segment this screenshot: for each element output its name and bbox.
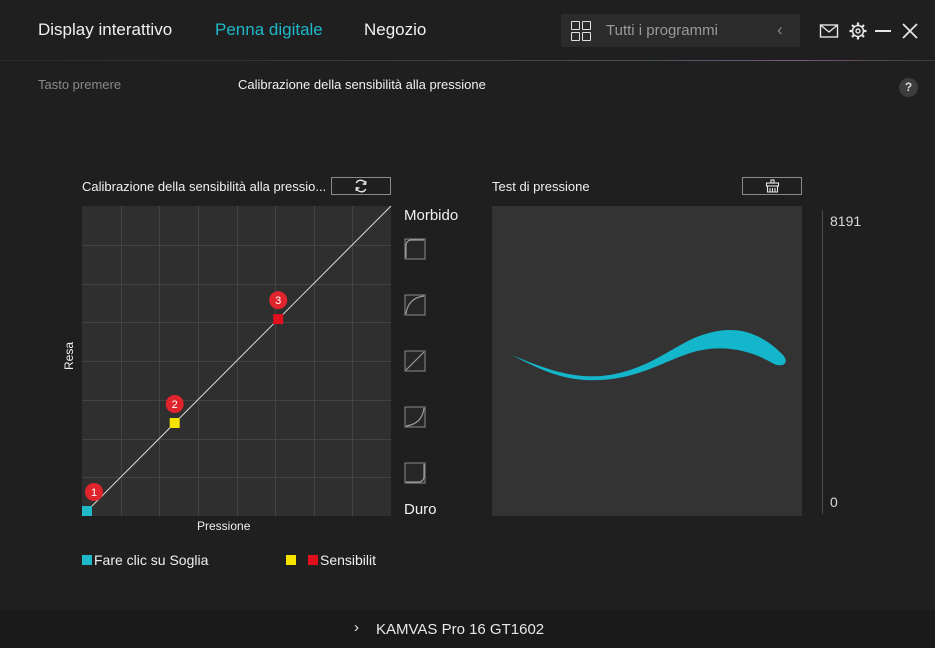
curve-point-badge-1 bbox=[85, 483, 103, 501]
program-selector-label: Tutti i programmi bbox=[606, 22, 718, 39]
pressure-test-canvas[interactable] bbox=[492, 206, 802, 516]
scale-min-value: 0 bbox=[830, 494, 838, 510]
pressure-scale-bar bbox=[822, 210, 823, 514]
mail-icon[interactable] bbox=[819, 21, 839, 41]
top-bar: Display interattivo Penna digitale Negoz… bbox=[0, 0, 935, 60]
pressure-stroke-path bbox=[512, 329, 786, 381]
tab-penna-digitale[interactable]: Penna digitale bbox=[215, 20, 323, 39]
pressure-curve-chart[interactable]: 1 2 3 bbox=[81, 205, 392, 517]
help-icon[interactable]: ? bbox=[899, 78, 918, 97]
apps-grid-icon bbox=[571, 21, 591, 41]
pressure-curve-line bbox=[81, 205, 392, 517]
curve-point-number-1: 1 bbox=[91, 487, 97, 499]
curve-linear-icon[interactable] bbox=[404, 350, 426, 372]
minimize-icon[interactable] bbox=[873, 21, 893, 41]
y-axis-label: Resa bbox=[62, 341, 76, 370]
sensitivity-legend-label: Sensibilit bbox=[320, 552, 377, 568]
subnav-tasto-premere[interactable]: Tasto premere bbox=[38, 77, 122, 92]
tab-display-interattivo[interactable]: Display interattivo bbox=[38, 20, 173, 39]
threshold-legend-swatch bbox=[82, 555, 92, 565]
hard-label: Duro bbox=[404, 501, 437, 518]
sensitivity-legend-swatch-red bbox=[308, 555, 318, 565]
curve-point-1[interactable] bbox=[82, 506, 92, 516]
scale-max-value: 8191 bbox=[830, 213, 862, 229]
curve-point-3[interactable] bbox=[273, 314, 284, 325]
curve-point-badge-3 bbox=[269, 291, 288, 310]
curve-hard-1-icon[interactable] bbox=[404, 406, 426, 428]
refresh-icon bbox=[355, 179, 367, 193]
chevron-right-icon[interactable]: › bbox=[354, 619, 359, 636]
gear-icon[interactable] bbox=[848, 21, 868, 41]
device-name: KAMVAS Pro 16 GT1602 bbox=[376, 621, 545, 638]
header-divider bbox=[0, 60, 935, 61]
device-footer[interactable]: › KAMVAS Pro 16 GT1602 bbox=[0, 610, 935, 648]
curve-soft-2-icon[interactable] bbox=[404, 238, 426, 260]
soft-label: Morbido bbox=[404, 207, 459, 224]
x-axis-label: Pressione bbox=[197, 519, 251, 533]
pressure-test-title: Test di pressione bbox=[492, 179, 590, 194]
subnav-calibrazione[interactable]: Calibrazione della sensibilità alla pres… bbox=[238, 77, 486, 92]
close-icon[interactable] bbox=[900, 21, 920, 41]
clear-canvas-icon bbox=[765, 179, 780, 193]
curve-soft-1-icon[interactable] bbox=[404, 294, 426, 316]
calibration-title: Calibrazione della sensibilità alla pres… bbox=[82, 179, 327, 194]
chevron-left-icon[interactable]: ‹ bbox=[777, 20, 783, 39]
curve-point-badge-2 bbox=[165, 395, 184, 413]
curve-point-number-3: 3 bbox=[275, 295, 281, 307]
threshold-legend-label: Fare clic su Soglia bbox=[94, 552, 209, 568]
sensitivity-legend-swatch-yellow bbox=[286, 555, 296, 565]
pressure-curve-svg[interactable]: 1 2 3 bbox=[81, 205, 392, 517]
reset-curve-button[interactable] bbox=[331, 177, 391, 195]
curve-hard-2-icon[interactable] bbox=[404, 462, 426, 484]
clear-canvas-button[interactable] bbox=[742, 177, 802, 195]
curve-point-2[interactable] bbox=[169, 418, 180, 428]
test-stroke bbox=[512, 329, 786, 381]
tab-negozio[interactable]: Negozio bbox=[364, 20, 427, 39]
program-selector[interactable]: Tutti i programmi ‹ bbox=[561, 14, 800, 47]
curve-point-number-2: 2 bbox=[172, 399, 178, 411]
